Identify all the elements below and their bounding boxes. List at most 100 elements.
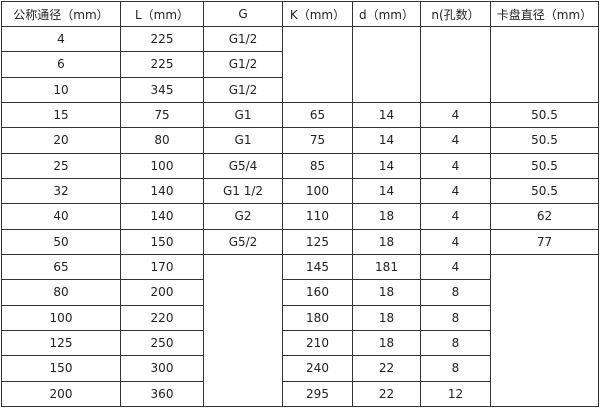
cell-hole-count: 4 — [420, 152, 491, 179]
cell-chuck-diameter: 77 — [490, 228, 599, 255]
cell-nominal-diameter: 100 — [1, 304, 121, 331]
cell-length: 140 — [120, 203, 204, 230]
column-header-hole-count: n(孔数） — [420, 1, 491, 27]
cell-nominal-diameter: 80 — [1, 279, 121, 306]
cell-d: 18 — [352, 329, 421, 357]
cell-length: 345 — [120, 76, 204, 103]
cell-hole-count: 8 — [420, 279, 491, 306]
cell-d: 22 — [352, 380, 421, 408]
cell-nominal-diameter: 125 — [1, 329, 121, 357]
cell-length: 100 — [120, 152, 204, 179]
cell-thread-g: G2 — [203, 203, 283, 230]
cell-nominal-diameter: 32 — [1, 177, 121, 205]
column-header-chuck-diameter: 卡盘直径（mm） — [490, 1, 599, 27]
cell-k: 160 — [282, 279, 353, 306]
table-row: 20 80 G1 75 14 4 50.5 — [1, 127, 599, 154]
cell-chuck-diameter: 50.5 — [490, 127, 599, 154]
cell-nominal-diameter: 50 — [1, 228, 121, 255]
cell-thread-g — [203, 253, 283, 408]
table-row: 6 225 G1/2 — [1, 51, 599, 78]
column-header-k: K（mm） — [282, 1, 353, 27]
cell-nominal-diameter: 40 — [1, 203, 121, 230]
column-header-length: L（mm） — [120, 1, 204, 27]
table-row: 150 300 240 22 8 — [1, 355, 599, 382]
cell-d: 14 — [352, 127, 421, 154]
cell-k: 210 — [282, 329, 353, 357]
cell-nominal-diameter: 15 — [1, 101, 121, 129]
cell-hole-count: 4 — [420, 127, 491, 154]
cell-k: 295 — [282, 380, 353, 408]
cell-d: 22 — [352, 355, 421, 382]
cell-hole-count: 4 — [420, 203, 491, 230]
table-row: 15 75 G1 65 14 4 50.5 — [1, 101, 599, 129]
cell-chuck-diameter: 50.5 — [490, 152, 599, 179]
cell-length: 225 — [120, 25, 204, 53]
cell-k: 180 — [282, 304, 353, 331]
cell-thread-g: G1 — [203, 101, 283, 129]
table-row: 80 200 160 18 8 — [1, 279, 599, 306]
cell-hole-count: 12 — [420, 380, 491, 408]
cell-hole-count: 8 — [420, 355, 491, 382]
cell-chuck-diameter: 50.5 — [490, 177, 599, 205]
cell-k: 125 — [282, 228, 353, 255]
cell-hole-count: 4 — [420, 177, 491, 205]
cell-nominal-diameter: 20 — [1, 127, 121, 154]
cell-d: 14 — [352, 101, 421, 129]
cell-hole-count: 8 — [420, 304, 491, 331]
cell-hole-count: 4 — [420, 228, 491, 255]
table-row: 50 150 G5/2 125 18 4 77 — [1, 228, 599, 255]
cell-length: 220 — [120, 304, 204, 331]
cell-length: 140 — [120, 177, 204, 205]
cell-thread-g: G1 — [203, 127, 283, 154]
cell-nominal-diameter: 4 — [1, 25, 121, 53]
table-row: 25 100 G5/4 85 14 4 50.5 — [1, 152, 599, 179]
cell-d: 18 — [352, 203, 421, 230]
cell-length: 170 — [120, 253, 204, 281]
cell-hole-count: 8 — [420, 329, 491, 357]
cell-d — [352, 26, 421, 103]
column-header-thread-g: G — [203, 1, 283, 27]
cell-nominal-diameter: 150 — [1, 355, 121, 382]
cell-d: 18 — [352, 279, 421, 306]
table-row: 200 360 295 22 12 — [1, 380, 599, 408]
cell-length: 75 — [120, 101, 204, 129]
cell-k: 65 — [282, 101, 353, 129]
cell-chuck-diameter — [490, 253, 599, 408]
cell-chuck-diameter: 62 — [490, 203, 599, 230]
cell-nominal-diameter: 10 — [1, 76, 121, 103]
table-row: 4 225 G1/2 — [1, 25, 599, 103]
cell-hole-count: 4 — [420, 101, 491, 129]
cell-d: 14 — [352, 152, 421, 179]
table-row: 65 170 145 181 4 — [1, 253, 599, 408]
cell-k — [282, 26, 353, 103]
cell-chuck-diameter: 50.5 — [490, 101, 599, 129]
cell-d: 18 — [352, 304, 421, 331]
cell-thread-g: G5/2 — [203, 228, 283, 255]
cell-thread-g: G1/2 — [203, 51, 283, 78]
cell-nominal-diameter: 65 — [1, 253, 121, 281]
column-header-d: d（mm） — [352, 1, 421, 27]
table-row: 32 140 G1 1/2 100 14 4 50.5 — [1, 177, 599, 205]
cell-thread-g: G1 1/2 — [203, 177, 283, 205]
header-row: 公称通径（mm） L（mm） G K（mm） d（mm） n(孔数） 卡盘直径（mm） — [1, 1, 599, 27]
cell-k: 110 — [282, 203, 353, 230]
cell-length: 80 — [120, 127, 204, 154]
cell-thread-g: G1/2 — [203, 76, 283, 103]
cell-hole-count: 4 — [420, 253, 491, 281]
cell-length: 150 — [120, 228, 204, 255]
cell-nominal-diameter: 25 — [1, 152, 121, 179]
cell-d: 181 — [352, 253, 421, 281]
cell-thread-g: G1/2 — [203, 25, 283, 53]
column-header-nominal-diameter: 公称通径（mm） — [1, 1, 121, 27]
cell-k: 75 — [282, 127, 353, 154]
cell-length: 300 — [120, 355, 204, 382]
cell-length: 360 — [120, 380, 204, 408]
cell-d: 14 — [352, 177, 421, 205]
cell-nominal-diameter: 6 — [1, 51, 121, 78]
cell-k: 85 — [282, 152, 353, 179]
cell-k: 145 — [282, 253, 353, 281]
cell-thread-g: G5/4 — [203, 152, 283, 179]
cell-d: 18 — [352, 228, 421, 255]
cell-nominal-diameter: 200 — [1, 380, 121, 408]
